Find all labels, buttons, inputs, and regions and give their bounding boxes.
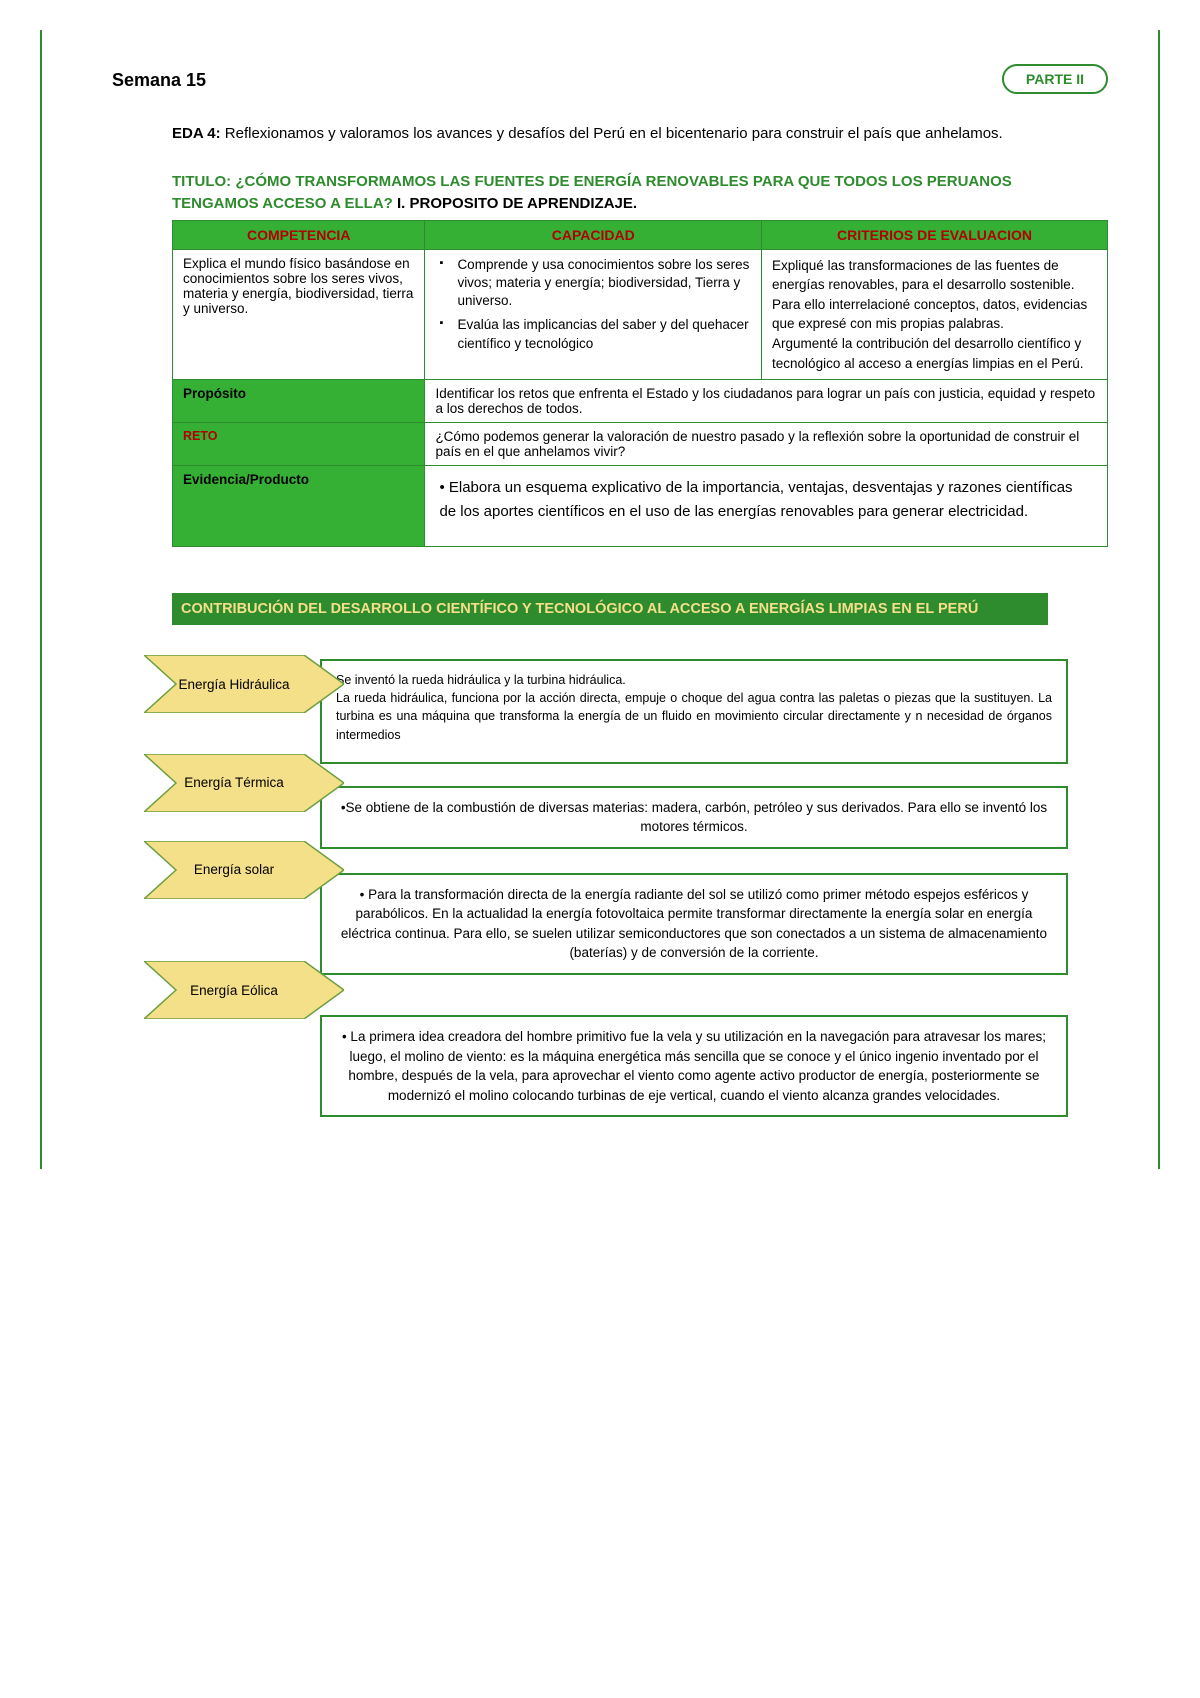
cell-proposito-text: Identificar los retos que enfrenta el Es… [425, 380, 1108, 423]
energy-row-termica: Energía Térmica •Se obtiene de la combus… [172, 756, 1068, 849]
cell-competencia: Explica el mundo físico basándose en con… [173, 249, 425, 379]
cell-criterios: Expliqué las transformaciones de las fue… [762, 249, 1108, 379]
energy-row-solar: Energía solar • Para la transformación d… [172, 843, 1068, 975]
arrow-eolica: Energía Eólica [144, 961, 344, 1019]
desc-hidraulica: Se inventó la rueda hidráulica y la turb… [320, 659, 1068, 764]
cell-proposito-label: Propósito [173, 380, 425, 423]
contribution-banner: CONTRIBUCIÓN DEL DESARROLLO CIENTÍFICO Y… [172, 593, 1048, 625]
arrow-label-text: Energía Eólica [190, 983, 278, 998]
arrow-hidraulica: Energía Hidráulica [144, 655, 344, 713]
page-frame: PARTE II Semana 15 EDA 4: Reflexionamos … [40, 30, 1160, 1169]
capacidad-item: Evalúa las implicancias del saber y del … [439, 316, 751, 352]
titulo-suffix: I. PROPOSITO DE APRENDIZAJE. [393, 195, 637, 212]
arrow-termica: Energía Térmica [144, 754, 344, 812]
competencia-table: COMPETENCIA CAPACIDAD CRITERIOS DE EVALU… [172, 220, 1108, 547]
cell-capacidad: Comprende y usa conocimientos sobre los … [425, 249, 762, 379]
table-row: Explica el mundo físico basándose en con… [173, 249, 1108, 379]
week-title: Semana 15 [112, 70, 1108, 91]
energy-row-hidraulica: Energía Hidráulica Se inventó la rueda h… [172, 659, 1068, 764]
titulo-line: TITULO: ¿CÓMO TRANSFORMAMOS LAS FUENTES … [172, 171, 1078, 216]
desc-solar: • Para la transformación directa de la e… [320, 873, 1068, 975]
table-header-row: COMPETENCIA CAPACIDAD CRITERIOS DE EVALU… [173, 220, 1108, 249]
eda-prefix: EDA 4: [172, 125, 221, 142]
table-row: Propósito Identificar los retos que enfr… [173, 380, 1108, 423]
desc-eolica: • La primera idea creadora del hombre pr… [320, 1015, 1068, 1117]
energy-row-eolica: Energía Eólica • La primera idea creador… [172, 963, 1068, 1117]
eda-text: Reflexionamos y valoramos los avances y … [221, 125, 1003, 142]
capacidad-item: Comprende y usa conocimientos sobre los … [439, 256, 751, 311]
titulo-label: TITULO: [172, 173, 235, 190]
th-criterios: CRITERIOS DE EVALUACION [762, 220, 1108, 249]
desc-termica: •Se obtiene de la combustión de diversas… [320, 786, 1068, 849]
eda-paragraph: EDA 4: Reflexionamos y valoramos los ava… [172, 123, 1078, 145]
cell-evidencia-text: • Elabora un esquema explicativo de la i… [425, 466, 1108, 547]
cell-reto-label: RETO [173, 423, 425, 466]
th-competencia: COMPETENCIA [173, 220, 425, 249]
arrow-label-text: Energía Térmica [184, 775, 284, 790]
th-capacidad: CAPACIDAD [425, 220, 762, 249]
arrow-solar: Energía solar [144, 841, 344, 899]
table-row: RETO ¿Cómo podemos generar la valoración… [173, 423, 1108, 466]
energy-diagram: Energía Hidráulica Se inventó la rueda h… [172, 659, 1068, 1117]
parte-badge: PARTE II [1002, 64, 1108, 94]
table-row: Evidencia/Producto • Elabora un esquema … [173, 466, 1108, 547]
arrow-label-text: Energía solar [194, 862, 274, 877]
cell-evidencia-label: Evidencia/Producto [173, 466, 425, 547]
arrow-label-text: Energía Hidráulica [178, 677, 289, 692]
cell-reto-text: ¿Cómo podemos generar la valoración de n… [425, 423, 1108, 466]
